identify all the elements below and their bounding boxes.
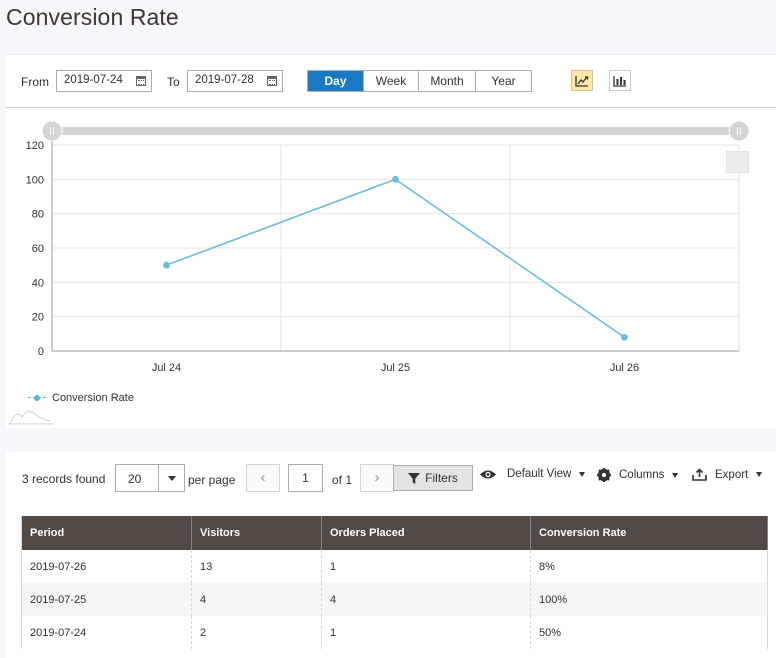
page-count: of 1 bbox=[332, 473, 353, 487]
from-date-input[interactable]: 2019-07-24 bbox=[56, 70, 152, 92]
y-tick-label: 60 bbox=[32, 243, 44, 255]
table-header-row: Period Visitors Orders Placed Conversion… bbox=[21, 516, 768, 550]
prev-page-button[interactable]: ‹ bbox=[246, 464, 280, 492]
x-axis: Jul 24 Jul 25 Jul 26 bbox=[152, 362, 639, 374]
x-tick-label: Jul 24 bbox=[152, 362, 181, 374]
y-tick-label: 120 bbox=[26, 140, 44, 152]
export-label: Export bbox=[715, 468, 749, 481]
to-date-input[interactable]: 2019-07-28 bbox=[187, 70, 283, 92]
default-view-label: Default View bbox=[507, 468, 572, 480]
default-view-dropdown[interactable]: Default View bbox=[479, 468, 586, 480]
chart-toolbar: From 2019-07-24 To 2019-07-28 Day Week M… bbox=[6, 55, 776, 108]
range-track bbox=[52, 127, 739, 135]
data-point bbox=[392, 175, 399, 183]
y-tick-label: 20 bbox=[32, 312, 44, 324]
cell-visitors: 4 bbox=[191, 583, 322, 616]
period-tabs: Day Week Month Year bbox=[307, 70, 532, 92]
table-row: 2019-07-24 2 1 50% bbox=[21, 616, 768, 649]
chart-corner-button[interactable] bbox=[726, 151, 749, 173]
calendar-icon[interactable] bbox=[136, 76, 146, 86]
line-chart-button[interactable] bbox=[571, 70, 593, 91]
y-tick-label: 0 bbox=[38, 346, 44, 358]
records-found: 3 records found bbox=[22, 472, 106, 486]
tab-day[interactable]: Day bbox=[308, 71, 364, 91]
columns-label: Columns bbox=[619, 469, 665, 481]
chart-grid bbox=[51, 141, 740, 352]
cell-visitors: 13 bbox=[191, 550, 322, 583]
y-tick-label: 40 bbox=[32, 277, 44, 289]
cell-orders-placed: 1 bbox=[321, 616, 531, 649]
cell-conversion-rate: 50% bbox=[530, 616, 768, 649]
next-page-button[interactable]: › bbox=[360, 464, 394, 492]
chart-legend[interactable]: Conversion Rate bbox=[28, 392, 134, 404]
conversion-rate-line bbox=[166, 178, 625, 338]
tab-month[interactable]: Month bbox=[419, 71, 476, 91]
tab-week[interactable]: Week bbox=[364, 71, 419, 91]
tab-year[interactable]: Year bbox=[476, 71, 531, 91]
y-axis: 0 20 40 60 80 100 120 bbox=[26, 140, 44, 358]
report-table: Period Visitors Orders Placed Conversion… bbox=[21, 516, 768, 649]
gear-icon bbox=[597, 468, 611, 482]
y-tick-label: 80 bbox=[32, 209, 44, 221]
table-row: 2019-07-26 13 1 8% bbox=[21, 550, 768, 583]
grid-panel: 3 records found 20 per page ‹ 1 of 1 › F… bbox=[6, 452, 776, 658]
chart-panel: From 2019-07-24 To 2019-07-28 Day Week M… bbox=[6, 54, 776, 428]
data-point bbox=[621, 333, 628, 341]
column-header-period[interactable]: Period bbox=[21, 516, 192, 550]
page-title: Conversion Rate bbox=[6, 4, 179, 30]
caret-down-icon bbox=[672, 472, 679, 478]
cell-orders-placed: 4 bbox=[321, 583, 531, 616]
cell-orders-placed: 1 bbox=[321, 550, 531, 583]
export-dropdown[interactable]: Export bbox=[692, 468, 763, 481]
per-page-label: per page bbox=[188, 473, 236, 487]
cell-period: 2019-07-25 bbox=[21, 583, 192, 616]
cell-conversion-rate: 100% bbox=[530, 583, 768, 616]
column-header-conversion-rate[interactable]: Conversion Rate bbox=[530, 516, 768, 550]
range-slider[interactable] bbox=[41, 120, 750, 142]
x-tick-label: Jul 25 bbox=[381, 362, 410, 374]
line-chart-icon bbox=[575, 75, 589, 87]
to-label: To bbox=[167, 75, 180, 89]
cell-conversion-rate: 8% bbox=[530, 550, 768, 583]
mini-line bbox=[9, 411, 51, 425]
filters-button[interactable]: Filters bbox=[393, 465, 473, 491]
to-date-value: 2019-07-28 bbox=[195, 74, 254, 86]
data-point bbox=[163, 261, 170, 269]
funnel-icon bbox=[408, 472, 421, 484]
legend-marker-icon bbox=[28, 394, 46, 402]
conversion-rate-chart: 0 20 40 60 80 100 120 Jul 24 Jul 25 Jul 26 bbox=[8, 120, 750, 425]
legend-label: Conversion Rate bbox=[52, 392, 134, 404]
mini-chart-thumbnail bbox=[8, 411, 54, 425]
per-page-value: 20 bbox=[128, 472, 142, 486]
range-handle-start[interactable] bbox=[41, 120, 63, 142]
bar-chart-icon bbox=[613, 75, 626, 87]
calendar-icon[interactable] bbox=[267, 76, 277, 86]
caret-down-icon bbox=[579, 471, 586, 477]
upload-icon bbox=[692, 468, 707, 481]
caret-down-icon bbox=[756, 472, 763, 477]
column-header-visitors[interactable]: Visitors bbox=[191, 516, 322, 550]
bar-chart-button[interactable] bbox=[609, 70, 631, 91]
range-handle-end[interactable] bbox=[728, 120, 750, 142]
column-header-orders-placed[interactable]: Orders Placed bbox=[321, 516, 531, 550]
y-tick-label: 100 bbox=[26, 174, 44, 186]
cell-visitors: 2 bbox=[191, 616, 322, 649]
from-label: From bbox=[21, 75, 49, 89]
filters-label: Filters bbox=[425, 471, 458, 485]
table-row: 2019-07-25 4 4 100% bbox=[21, 583, 768, 616]
from-date-value: 2019-07-24 bbox=[64, 74, 123, 86]
x-tick-label: Jul 26 bbox=[610, 362, 639, 374]
per-page-select[interactable]: 20 bbox=[115, 464, 185, 492]
eye-icon bbox=[480, 470, 496, 478]
series-points bbox=[163, 175, 628, 341]
chevron-down-icon[interactable] bbox=[158, 465, 184, 491]
series-line bbox=[166, 178, 625, 338]
cell-period: 2019-07-24 bbox=[21, 616, 192, 649]
columns-dropdown[interactable]: Columns bbox=[597, 468, 679, 482]
cell-period: 2019-07-26 bbox=[21, 550, 192, 583]
page-number-input[interactable]: 1 bbox=[288, 464, 323, 492]
